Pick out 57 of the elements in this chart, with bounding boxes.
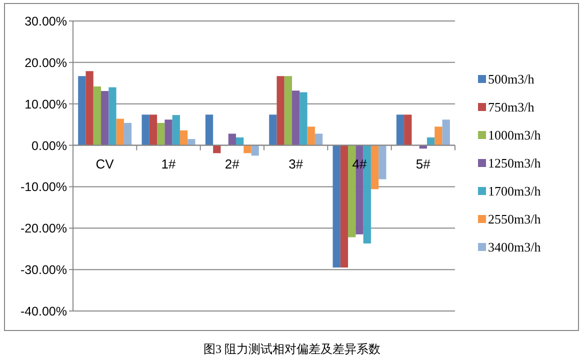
bar <box>86 71 94 146</box>
bar <box>434 126 442 146</box>
bar <box>101 91 109 146</box>
bar <box>300 92 308 146</box>
bar <box>292 90 300 146</box>
bar <box>244 145 252 154</box>
bar <box>314 134 323 146</box>
bar <box>284 76 292 146</box>
bar <box>116 118 124 146</box>
bar <box>340 145 348 268</box>
legend-label: 500m3/h <box>488 72 535 86</box>
bar <box>251 145 259 156</box>
bar <box>124 122 132 146</box>
y-tick-label: -30.00% <box>20 263 67 278</box>
y-tick-label: 10.00% <box>24 97 67 112</box>
x-tick-label: 1# <box>161 156 176 172</box>
y-tick-label: 30.00% <box>24 14 67 28</box>
bar <box>426 137 435 146</box>
bar <box>164 120 172 146</box>
legend-label: 1250m3/h <box>488 156 542 170</box>
bar <box>149 114 158 146</box>
legend-label: 750m3/h <box>488 100 535 114</box>
bar <box>205 114 214 146</box>
bar <box>307 126 315 146</box>
bar <box>269 114 277 146</box>
bar <box>172 115 180 146</box>
bar <box>370 145 379 190</box>
y-tick-label: -20.00% <box>20 222 67 236</box>
text: 图3 阻力测试相对偏差及差异系数 <box>204 342 380 356</box>
y-tick-label: 20.00% <box>24 56 67 70</box>
x-tick-label: CV <box>96 156 114 172</box>
bar <box>157 122 165 146</box>
x-tick-label: 3# <box>288 156 304 172</box>
bar <box>236 137 244 146</box>
bar <box>396 114 404 146</box>
bar <box>442 120 450 146</box>
bar <box>332 145 340 268</box>
legend-label: 1700m3/h <box>488 184 542 198</box>
bar <box>378 145 386 180</box>
x-tick-label: 4# <box>352 156 368 172</box>
bar <box>180 130 188 146</box>
bar <box>228 134 236 146</box>
bar <box>404 114 412 146</box>
x-tick-label: 5# <box>416 156 432 172</box>
bar <box>142 114 150 146</box>
bar <box>93 86 102 146</box>
bar <box>78 76 86 146</box>
bar <box>276 76 284 146</box>
legend-label: 1000m3/h <box>488 128 542 142</box>
legend-label: 3400m3/h <box>488 240 542 254</box>
y-tick-label: -40.00% <box>20 304 67 318</box>
bar <box>108 87 116 146</box>
bar <box>188 139 196 146</box>
y-tick-label: -10.00% <box>20 180 67 194</box>
x-tick-label: 2# <box>224 156 240 172</box>
legend-label: 2550m3/h <box>488 212 542 226</box>
y-tick-label: 0.00% <box>32 138 67 153</box>
